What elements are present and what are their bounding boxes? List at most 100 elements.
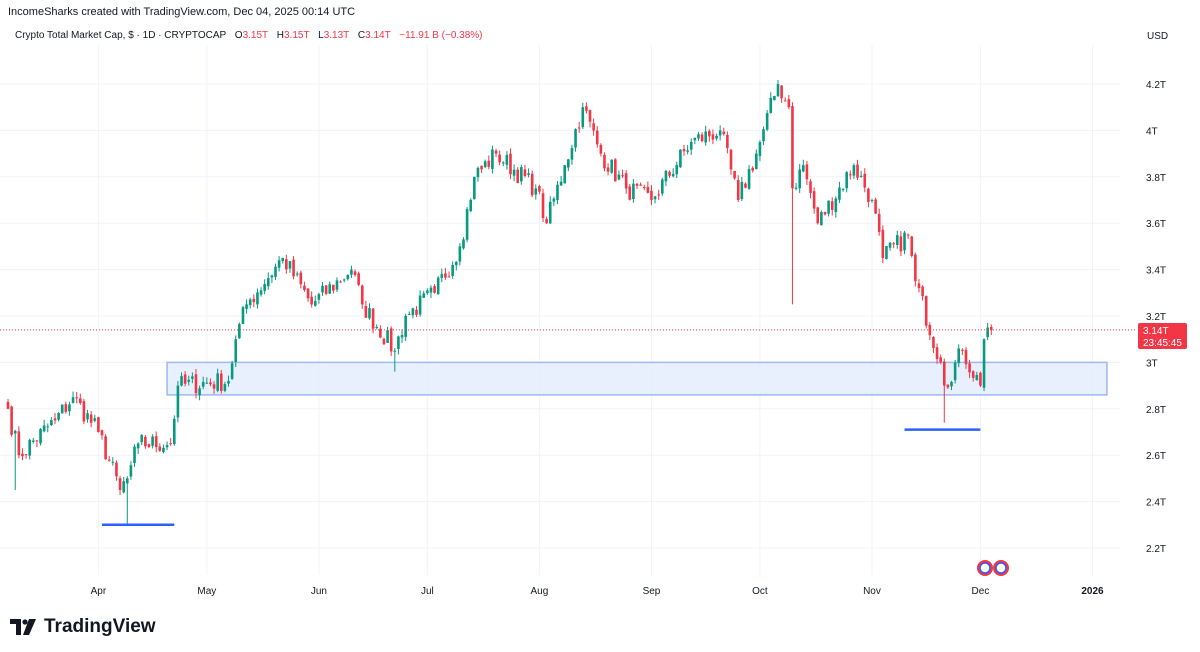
candle-body [914, 254, 917, 282]
candle-body [176, 385, 180, 418]
candle-body [639, 184, 642, 186]
candle-body [68, 404, 71, 412]
economic-events[interactable] [977, 560, 1009, 576]
candle-body [581, 107, 585, 128]
candle-body [693, 138, 697, 141]
candle-body [661, 179, 664, 194]
candle-body [841, 188, 845, 190]
candle-body [57, 412, 60, 420]
candle-body [248, 299, 252, 306]
candle-body [259, 290, 263, 295]
candle-body [274, 266, 277, 277]
symbol-title[interactable]: Crypto Total Market Cap, $ · 1D · CRYPTO… [15, 30, 227, 41]
candle-body [646, 186, 650, 193]
candle-body [379, 328, 382, 338]
candle-body [154, 436, 158, 448]
candle-body [664, 170, 668, 182]
candle-body [17, 431, 21, 456]
candle-body [577, 127, 581, 129]
candle-body [212, 384, 216, 389]
candle-body [548, 201, 552, 224]
candle-body [787, 99, 791, 108]
price-chart[interactable]: 4.2T 4T 3.8T 3.6T 3.4T 3.2T 3T 2.8T 2.6T 2.4T 2.2T… [0, 0, 1200, 610]
candle-body [885, 246, 888, 260]
candle-body [21, 453, 24, 457]
candle-body [382, 338, 386, 345]
candle-body [447, 276, 451, 278]
candle-body [642, 187, 646, 189]
candle-body [903, 232, 906, 251]
candle-body [668, 171, 671, 176]
candle-body [621, 175, 624, 177]
candle-body [194, 374, 198, 394]
candle-body [462, 239, 465, 249]
candle-body [592, 123, 595, 131]
candle-body [426, 290, 429, 293]
candle-body [867, 188, 870, 202]
candle-body [711, 134, 715, 140]
candle-body [415, 309, 418, 315]
candle-body [473, 176, 476, 200]
candle-body [491, 149, 494, 169]
candle-body [256, 292, 259, 305]
candle-body [393, 350, 397, 352]
candle-body [498, 154, 501, 163]
candle-body [982, 339, 986, 388]
candle-body [733, 171, 736, 179]
candle-body [122, 481, 125, 493]
candle-body [6, 401, 10, 409]
candle-body [277, 260, 281, 268]
candle-body [39, 429, 42, 444]
low-label: L [318, 30, 324, 41]
tradingview-logo[interactable]: TradingView [10, 616, 156, 638]
candle-body [389, 328, 393, 352]
candle-body [386, 330, 389, 343]
candle-body [715, 135, 718, 139]
high-value: 3.15T [283, 30, 310, 41]
price-axis[interactable]: 4.2T 4T 3.8T 3.6T 3.4T 3.2T 3T 2.8T 2.6T 2.4T 2.2T [1146, 80, 1166, 555]
candle-body [816, 207, 820, 224]
candle-body [104, 436, 107, 460]
candle-body [541, 193, 545, 219]
candle-body [968, 363, 971, 373]
candle-body [895, 235, 899, 245]
candle-body [512, 169, 516, 176]
candle-body [165, 445, 169, 448]
candle-body [736, 180, 740, 200]
candle-body [812, 191, 816, 209]
candle-body [234, 339, 238, 362]
candle-body [906, 234, 910, 236]
candle-body [708, 130, 711, 137]
candle-body [151, 436, 154, 446]
candle-body [722, 131, 726, 135]
candle-body [476, 167, 480, 178]
candle-body [328, 284, 332, 294]
candle-body [13, 430, 17, 434]
candle-body [125, 478, 129, 484]
candle-body [881, 229, 885, 258]
candle-body [509, 153, 512, 175]
candle-body [946, 384, 950, 388]
candle-body [147, 444, 151, 448]
candle-body [961, 349, 964, 351]
time-axis[interactable]: Apr May Jun Jul Aug Sep Oct Nov Dec 2026 [91, 586, 1104, 597]
candle-body [726, 134, 729, 148]
candle-body [494, 150, 498, 154]
candle-body [216, 373, 219, 391]
candle-body [46, 426, 50, 428]
candle-body [35, 440, 39, 442]
annotations[interactable] [0, 329, 1135, 527]
candle-body [617, 174, 621, 180]
support-zone[interactable] [166, 361, 1108, 396]
candle-body [567, 159, 570, 168]
candle-body [364, 306, 368, 318]
currency-label: USD [1147, 31, 1169, 42]
candle-body [115, 462, 118, 477]
candle-body [158, 446, 162, 451]
candle-body [310, 296, 313, 305]
candle-body [762, 129, 765, 142]
candle-body [765, 113, 769, 130]
candle-body [375, 326, 379, 328]
candle-body [935, 347, 939, 359]
candle-body [223, 384, 227, 391]
